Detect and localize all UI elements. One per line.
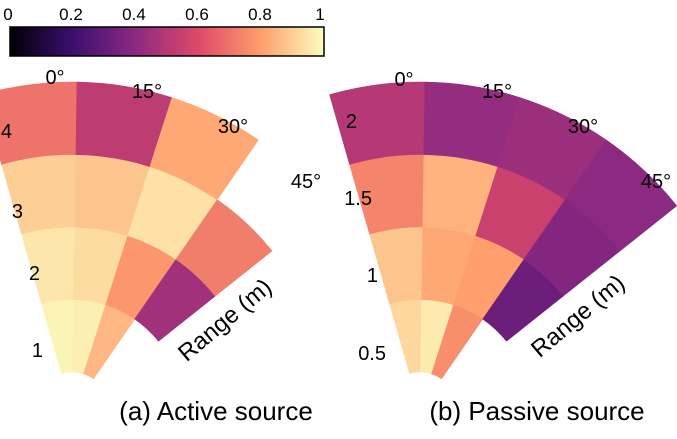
range-tick-2: 2 xyxy=(346,111,357,133)
range-tick-3: 3 xyxy=(12,201,23,223)
range-tick-2: 2 xyxy=(29,263,40,285)
colorbar: 0 0.2 0.4 0.6 0.8 1 xyxy=(3,5,325,57)
colorbar-tick-2: 0.4 xyxy=(122,5,146,24)
heatmap-cell-r3-a2 xyxy=(149,97,259,201)
angle-label-30: 30° xyxy=(218,116,248,138)
angle-label-15: 15° xyxy=(482,81,512,103)
sector-cells-active xyxy=(0,81,273,380)
range-tick-1: 1 xyxy=(32,340,43,362)
range-tick-1.5: 1.5 xyxy=(344,188,372,210)
angle-label-45: 45° xyxy=(641,171,671,193)
angle-label-0: 0° xyxy=(45,67,64,89)
colorbar-tick-4: 0.8 xyxy=(248,5,272,24)
colorbar-tick-5: 1 xyxy=(315,5,324,24)
sector-plot-active: 0° 15° 30° 45° 1 2 3 4 Range (m) (a) Act… xyxy=(0,67,321,426)
range-tick-0.5: 0.5 xyxy=(358,343,386,365)
angle-label-45: 45° xyxy=(291,171,321,193)
heatmap-cell-r2-a3 xyxy=(175,199,273,297)
heatmap-cell-r0-a0 xyxy=(389,299,422,374)
colorbar-tick-1: 0.2 xyxy=(59,5,83,24)
angle-label-15: 15° xyxy=(132,81,162,103)
colorbar-tick-0: 0 xyxy=(3,5,12,24)
sector-cells-passive xyxy=(329,81,677,380)
colorbar-tick-3: 0.6 xyxy=(185,5,209,24)
caption: (b) Passive source xyxy=(429,396,644,426)
sector-plot-passive: 0° 15° 30° 45° 0.5 1 1.5 2 Range (m) (b)… xyxy=(329,69,677,426)
colorbar-scale xyxy=(9,26,325,57)
angle-label-30: 30° xyxy=(568,116,598,138)
caption: (a) Active source xyxy=(119,396,313,426)
heatmap-cell-r3-a0 xyxy=(329,81,426,165)
range-tick-1: 1 xyxy=(367,265,378,287)
range-tick-4: 4 xyxy=(1,121,12,143)
angle-label-0: 0° xyxy=(394,69,413,91)
heatmap-cell-r0-a0 xyxy=(41,299,74,374)
